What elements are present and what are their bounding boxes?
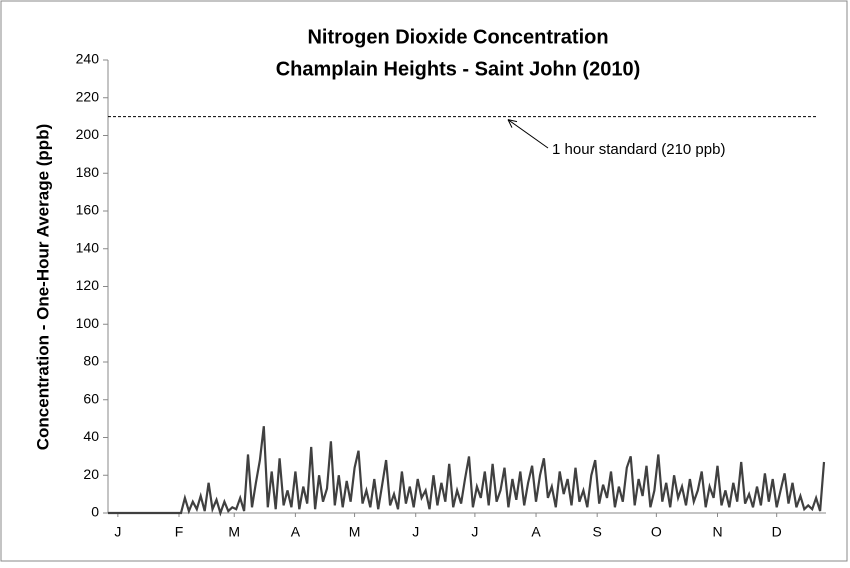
x-tick-label: A: [291, 524, 301, 540]
x-tick-label: M: [349, 524, 361, 540]
y-tick-label: 80: [83, 353, 99, 369]
chart-subtitle: Champlain Heights - Saint John (2010): [276, 58, 641, 80]
x-tick-label: J: [412, 524, 419, 540]
y-tick-label: 140: [76, 239, 100, 255]
y-tick-label: 180: [76, 164, 100, 180]
x-tick-label: J: [471, 524, 478, 540]
x-tick-label: D: [772, 524, 782, 540]
y-axis-label: Concentration - One-Hour Average (ppb): [33, 124, 52, 450]
y-tick-label: 20: [83, 466, 99, 482]
annotation-arrow: [507, 119, 549, 149]
y-tick-label: 0: [91, 504, 99, 520]
chart-title: Nitrogen Dioxide Concentration: [307, 26, 608, 48]
x-tick-label: M: [228, 524, 240, 540]
y-tick-label: 160: [76, 202, 100, 218]
y-tick-label: 220: [76, 88, 100, 104]
y-tick-label: 40: [83, 428, 99, 444]
y-tick-label: 100: [76, 315, 100, 331]
annotation-arrowhead: [507, 119, 518, 128]
x-tick-label: A: [531, 524, 541, 540]
y-tick-label: 200: [76, 126, 100, 142]
annotation: 1 hour standard (210 ppb): [552, 141, 725, 158]
x-tick-label: N: [712, 524, 722, 540]
y-tick-label: 240: [76, 51, 100, 67]
x-tick-label: S: [593, 524, 602, 540]
y-tick-label: 60: [83, 390, 99, 406]
x-tick-label: O: [651, 524, 662, 540]
x-tick-label: F: [175, 524, 184, 540]
data-line: [108, 426, 826, 517]
y-tick-label: 120: [76, 277, 100, 293]
x-tick-label: J: [114, 524, 121, 540]
